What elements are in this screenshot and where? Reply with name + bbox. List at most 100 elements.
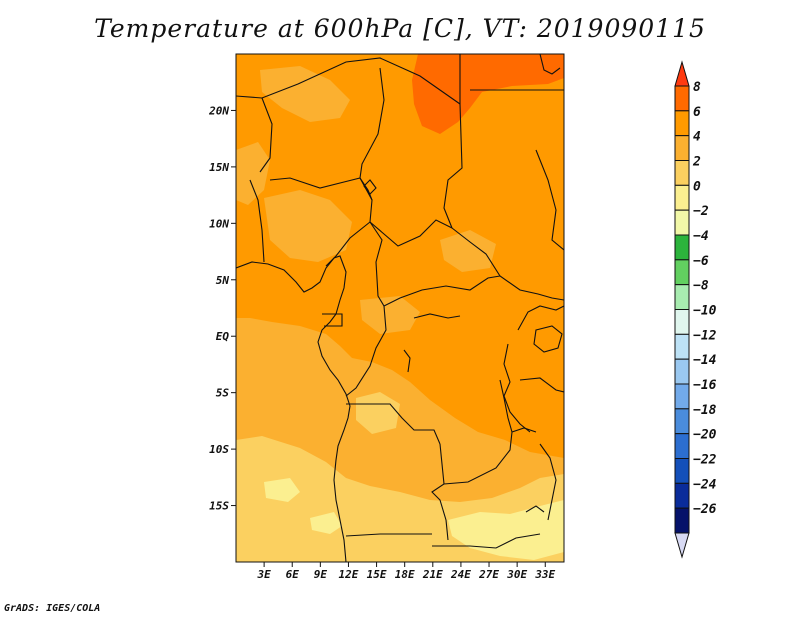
lake-malawi [525, 505, 545, 513]
border-angola-south [345, 533, 432, 537]
border-sudan-west [443, 103, 463, 229]
border-south-sudan [451, 227, 564, 301]
field-m2to0-patch-central [310, 512, 342, 534]
colorbar-label: 2 [692, 155, 701, 170]
lat-tick-label: 15S [209, 500, 229, 513]
border-uganda-kenya [517, 305, 564, 331]
colorbar-label: −22 [693, 453, 717, 468]
border-car-north [369, 219, 453, 247]
lat-tick-label: 5N [216, 274, 230, 287]
colorbar-swatch [674, 358, 690, 385]
colorbar-swatch [674, 309, 690, 335]
colorbar-label: 8 [693, 80, 701, 95]
field-4to6-region [236, 54, 564, 458]
colorbar-swatch [674, 458, 690, 484]
field-0to2-patch-angola [356, 392, 400, 434]
red-sea-coast [539, 54, 561, 75]
lat-tick-label: 10S [209, 443, 229, 456]
lon-tick-label: 6E [286, 568, 300, 581]
grads-credit: GrADS: IGES/COLA [4, 603, 101, 614]
field-2to4-patch-west [236, 142, 270, 205]
colorbar-swatch [674, 433, 690, 459]
border-tanzania [519, 377, 564, 393]
colorbar-label: −14 [693, 353, 717, 368]
lat-tick-label: 10N [209, 217, 229, 230]
colorbar-label: 0 [693, 179, 701, 194]
field-2to4-patch-north [260, 66, 350, 122]
lake-victoria [533, 325, 563, 353]
longitude-axis: 3E 6E 9E 12E 15E 18E 21E 24E 27E 30E 33E [256, 562, 556, 581]
colorbar-label: −4 [693, 229, 709, 244]
colorbar-label: −2 [693, 204, 709, 219]
border-drc-north [345, 305, 387, 397]
colorbar-swatch [674, 160, 690, 186]
border-benin-togo [249, 179, 265, 263]
colorbar-swatch [674, 234, 690, 261]
colorbar-swatch [674, 284, 690, 310]
colorbar-swatch [674, 482, 690, 509]
border-mali-niger [259, 97, 273, 173]
colorbar-swatch [674, 408, 690, 435]
lon-tick-label: 9E [314, 568, 328, 581]
colorbar-label: 4 [693, 130, 701, 145]
lon-tick-label: 12E [339, 568, 359, 581]
border-chad-west [359, 67, 385, 223]
latitude-axis: 20N 15N 10N 5N EQ 5S 10S 15S [208, 104, 236, 513]
colorbar-label: −8 [693, 279, 709, 294]
field-2to4-patch-coast [264, 190, 352, 262]
border-car-south [383, 275, 501, 307]
colorbar-swatch [674, 209, 690, 236]
border-ethiopia [535, 149, 564, 251]
lon-tick-label: 3E [256, 568, 271, 581]
lake-tanganyika [499, 379, 513, 433]
colorbar-swatch [674, 110, 690, 137]
lon-tick-label: 18E [395, 568, 415, 581]
colorbar-top-arrow [674, 60, 690, 87]
colorbar-label: −26 [693, 502, 717, 517]
colorbar-label: −20 [693, 428, 717, 443]
colorbar-label: −6 [693, 254, 709, 269]
temperature-field [236, 54, 564, 562]
lon-tick-label: 24E [450, 568, 471, 581]
lon-tick-label: 33E [534, 568, 555, 581]
field-m2to0-patch-west [264, 478, 300, 502]
border-car-cameroon [369, 221, 385, 307]
country-borders [236, 54, 564, 562]
colorbar-swatch [674, 507, 690, 534]
river-congo-2 [403, 349, 411, 373]
lon-tick-label: 27E [478, 568, 499, 581]
colorbar-label: −10 [693, 304, 717, 319]
border-niger-nigeria [269, 177, 373, 201]
colorbar-label: −12 [693, 328, 717, 343]
lat-tick-label: 5S [216, 387, 230, 400]
colorbar: 8 6 4 2 0 −2 −4 −6 −8 −10 −12 −14 −16 −18 −20 −22 −24 −26 [674, 60, 717, 559]
colorbar-label: −16 [693, 378, 717, 393]
border-zambia [443, 427, 537, 485]
river-congo-1 [413, 313, 461, 319]
lake-chad [363, 179, 377, 195]
lon-tick-label: 21E [422, 568, 443, 581]
field-ge6-region [412, 54, 564, 134]
field-2to4-patch-central [360, 296, 420, 334]
lat-tick-label: EQ [216, 330, 230, 343]
lon-tick-label: 15E [367, 568, 387, 581]
border-angola-east [431, 443, 449, 541]
border-east-zambia [539, 443, 557, 521]
colorbar-swatch [674, 135, 690, 162]
field-2to4-patch-east [440, 230, 496, 272]
colorbar-label: −18 [693, 403, 717, 418]
colorbar-bottom-arrow [674, 532, 690, 559]
lat-tick-label: 15N [209, 161, 229, 174]
lat-tick-label: 20N [208, 104, 229, 117]
field-m2to0-region [448, 500, 564, 560]
colorbar-swatch [674, 85, 690, 112]
chart-title: Temperature at 600hPa [C], VT: 201909011… [94, 14, 706, 43]
colorbar-label: 6 [693, 105, 701, 120]
colorbar-swatch [674, 333, 690, 360]
border-nigeria-cameroon [325, 221, 371, 267]
colorbar-swatch [674, 383, 690, 410]
colorbar-swatch [674, 184, 690, 211]
map-frame [235, 53, 565, 563]
colorbar-swatch [674, 259, 690, 286]
border-gabon-congo [322, 313, 343, 327]
